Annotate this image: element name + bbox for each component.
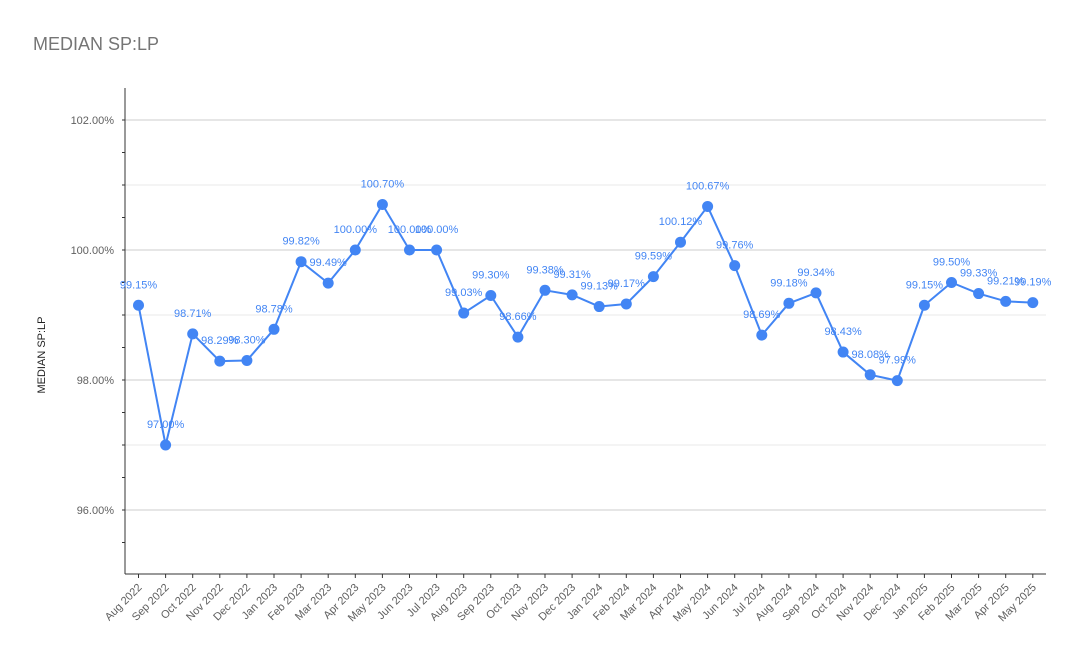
data-point xyxy=(918,299,930,311)
data-point xyxy=(241,355,253,366)
data-point xyxy=(837,346,849,358)
data-point xyxy=(566,289,578,301)
data-labels-layer: 99.15% 97.00% 98.71% 98.29%98.30% 98.78% 99.8… xyxy=(120,179,1052,432)
data-point xyxy=(214,355,226,367)
data-label: 100.00% xyxy=(388,224,432,236)
data-point xyxy=(756,329,768,341)
data-point xyxy=(160,439,172,451)
data-point xyxy=(1027,297,1039,309)
data-label: 99.13% xyxy=(581,281,619,293)
data-point xyxy=(864,369,876,381)
data-label: 100.00% xyxy=(334,224,378,236)
data-label: 99.38% xyxy=(526,264,564,276)
y-axis-title: MEDIAN SP:LP xyxy=(36,316,48,393)
data-label: 99.34% xyxy=(797,267,835,279)
data-label: 98.71% xyxy=(174,308,212,320)
chart-title: MEDIAN SP:LP xyxy=(33,34,160,54)
data-label: 99.03% xyxy=(445,287,483,299)
data-label: 100.00% xyxy=(415,224,459,236)
data-point xyxy=(133,299,144,311)
data-point xyxy=(810,287,822,299)
data-label: 98.69% xyxy=(743,309,781,321)
data-point xyxy=(295,256,307,268)
data-point xyxy=(729,260,741,272)
data-label: 99.82% xyxy=(282,236,320,248)
data-label: 98.66% xyxy=(499,311,537,323)
data-point xyxy=(1000,295,1012,307)
data-point xyxy=(268,323,280,335)
data-point xyxy=(973,288,985,300)
data-label: 99.30% xyxy=(472,270,510,282)
series-layer xyxy=(133,199,1039,451)
data-point xyxy=(322,277,334,289)
data-label: 100.70% xyxy=(361,179,405,191)
data-point xyxy=(593,301,605,313)
data-label: 99.49% xyxy=(310,257,348,269)
y-axis-ticks: 96.00% 98.00% 100.00% 102.00% xyxy=(71,115,125,543)
series-line xyxy=(137,203,1033,446)
data-label: 100.12% xyxy=(659,216,703,228)
data-point xyxy=(458,307,470,319)
data-label: 98.08% xyxy=(852,349,890,361)
data-label: 100.67% xyxy=(686,180,730,192)
data-label: 99.31% xyxy=(553,269,591,281)
data-point xyxy=(404,244,415,256)
data-point xyxy=(431,244,443,256)
data-label: 99.19% xyxy=(1014,277,1052,289)
data-point xyxy=(891,375,903,387)
data-point xyxy=(675,236,686,248)
data-label: 99.50% xyxy=(933,257,971,269)
y-tick-label: 102.00% xyxy=(71,115,115,127)
data-point xyxy=(349,244,361,256)
data-point xyxy=(187,328,199,340)
data-label: 99.59% xyxy=(635,251,673,263)
data-point xyxy=(512,331,524,343)
data-label: 99.76% xyxy=(716,240,754,252)
data-label: 97.99% xyxy=(879,355,917,367)
axes xyxy=(124,88,1046,575)
data-label: 98.30% xyxy=(228,335,266,347)
data-point xyxy=(946,277,957,288)
data-label: 99.15% xyxy=(120,279,158,291)
y-tick-label: 96.00% xyxy=(77,505,115,517)
data-label: 98.29% xyxy=(201,335,239,347)
y-tick-label: 98.00% xyxy=(77,375,115,387)
data-point xyxy=(485,290,497,301)
data-point xyxy=(702,200,714,212)
data-point xyxy=(376,199,388,210)
y-tick-label: 100.00% xyxy=(71,245,115,257)
data-label: 99.18% xyxy=(770,277,808,289)
data-label: 99.15% xyxy=(906,279,944,291)
data-label: 99.33% xyxy=(960,268,998,280)
data-point xyxy=(539,284,551,296)
data-point xyxy=(620,298,632,310)
data-label: 99.21% xyxy=(987,275,1025,287)
data-point xyxy=(647,271,659,283)
data-label: 98.78% xyxy=(255,303,293,315)
data-label: 98.43% xyxy=(824,326,862,338)
data-point xyxy=(783,297,795,309)
data-label: 99.17% xyxy=(608,278,646,290)
data-label: 97.00% xyxy=(147,419,185,431)
